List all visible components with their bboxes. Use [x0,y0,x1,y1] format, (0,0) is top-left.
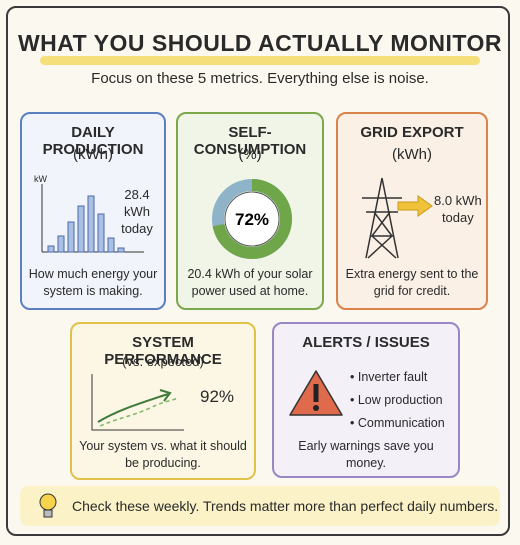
card-alerts: ALERTS / ISSUES Inverter fault Low produ… [272,322,460,478]
description: Your system vs. what it should be produc… [79,439,247,470]
card-title: SYSTEM PERFORMANCE [104,334,222,368]
alert-item: Inverter fault [350,366,445,389]
arrow-icon [397,195,433,217]
description: How much energy your system is making. [28,267,158,298]
card-unit: (kWh) [392,146,432,163]
frame [6,6,510,536]
card-production: DAILY PRODUCTION (kWh) kW 28.4 kWh today … [20,112,166,310]
title: WHAT YOU SHOULD ACTUALLY MONITOR [17,30,503,56]
card-title: SELF-CONSUMPTION [193,124,307,158]
reading: 28.4 kWh today [110,186,164,237]
description: Extra energy sent to the grid for credit… [345,267,479,298]
tower-icon [362,177,402,259]
gauge-label: 72% [235,210,269,229]
card-grid-export: GRID EXPORT (kWh) 8.0 kWh today Extra ene… [336,112,488,310]
donut: 72% [212,179,292,259]
card-title: GRID EXPORT [360,124,464,141]
card-title: DAILY PRODUCTION [42,124,144,158]
reading-value: 8.0 kWh [434,193,482,208]
description: Early warnings save you money. [298,439,434,470]
reading-note: today [441,210,474,225]
subtitle: Focus on these 5 metrics. Everything els… [91,70,429,87]
card-unit: (%) [238,146,262,163]
warning-icon [289,370,343,416]
title-highlight [40,56,480,65]
footer: Check these weekly. Trends matter more t… [20,486,500,526]
card-unit: (vs. expected) [122,354,204,369]
alert-item: Communication [350,412,445,435]
card-title: ALERTS / ISSUES [302,334,430,351]
alert-list: Inverter fault Low production Communicat… [350,366,445,435]
donut-center [224,191,280,247]
card-self-consumption: SELF-CONSUMPTION (%) 72% 20.4 kWh of you… [176,112,324,310]
description: 20.4 kWh of your solar power used at hom… [187,267,313,298]
alert-item: Low production [350,389,445,412]
footer-text: Check these weekly. Trends matter more t… [72,498,499,514]
bars [47,195,125,253]
mini-bar-chart [41,184,144,253]
card-unit: (kWh) [73,146,113,163]
reading-note: today [121,221,153,236]
donut-arc [212,179,292,259]
reading: 92% [200,387,235,406]
reading: 8.0 kWh today [434,192,482,226]
bulb-icon [39,493,57,518]
reading-value: 28.4 kWh [124,187,150,219]
axis-label: kW [34,174,47,184]
trend-chart [91,374,184,431]
card-performance: SYSTEM PERFORMANCE (vs. expected) 92% Yo… [70,322,256,480]
